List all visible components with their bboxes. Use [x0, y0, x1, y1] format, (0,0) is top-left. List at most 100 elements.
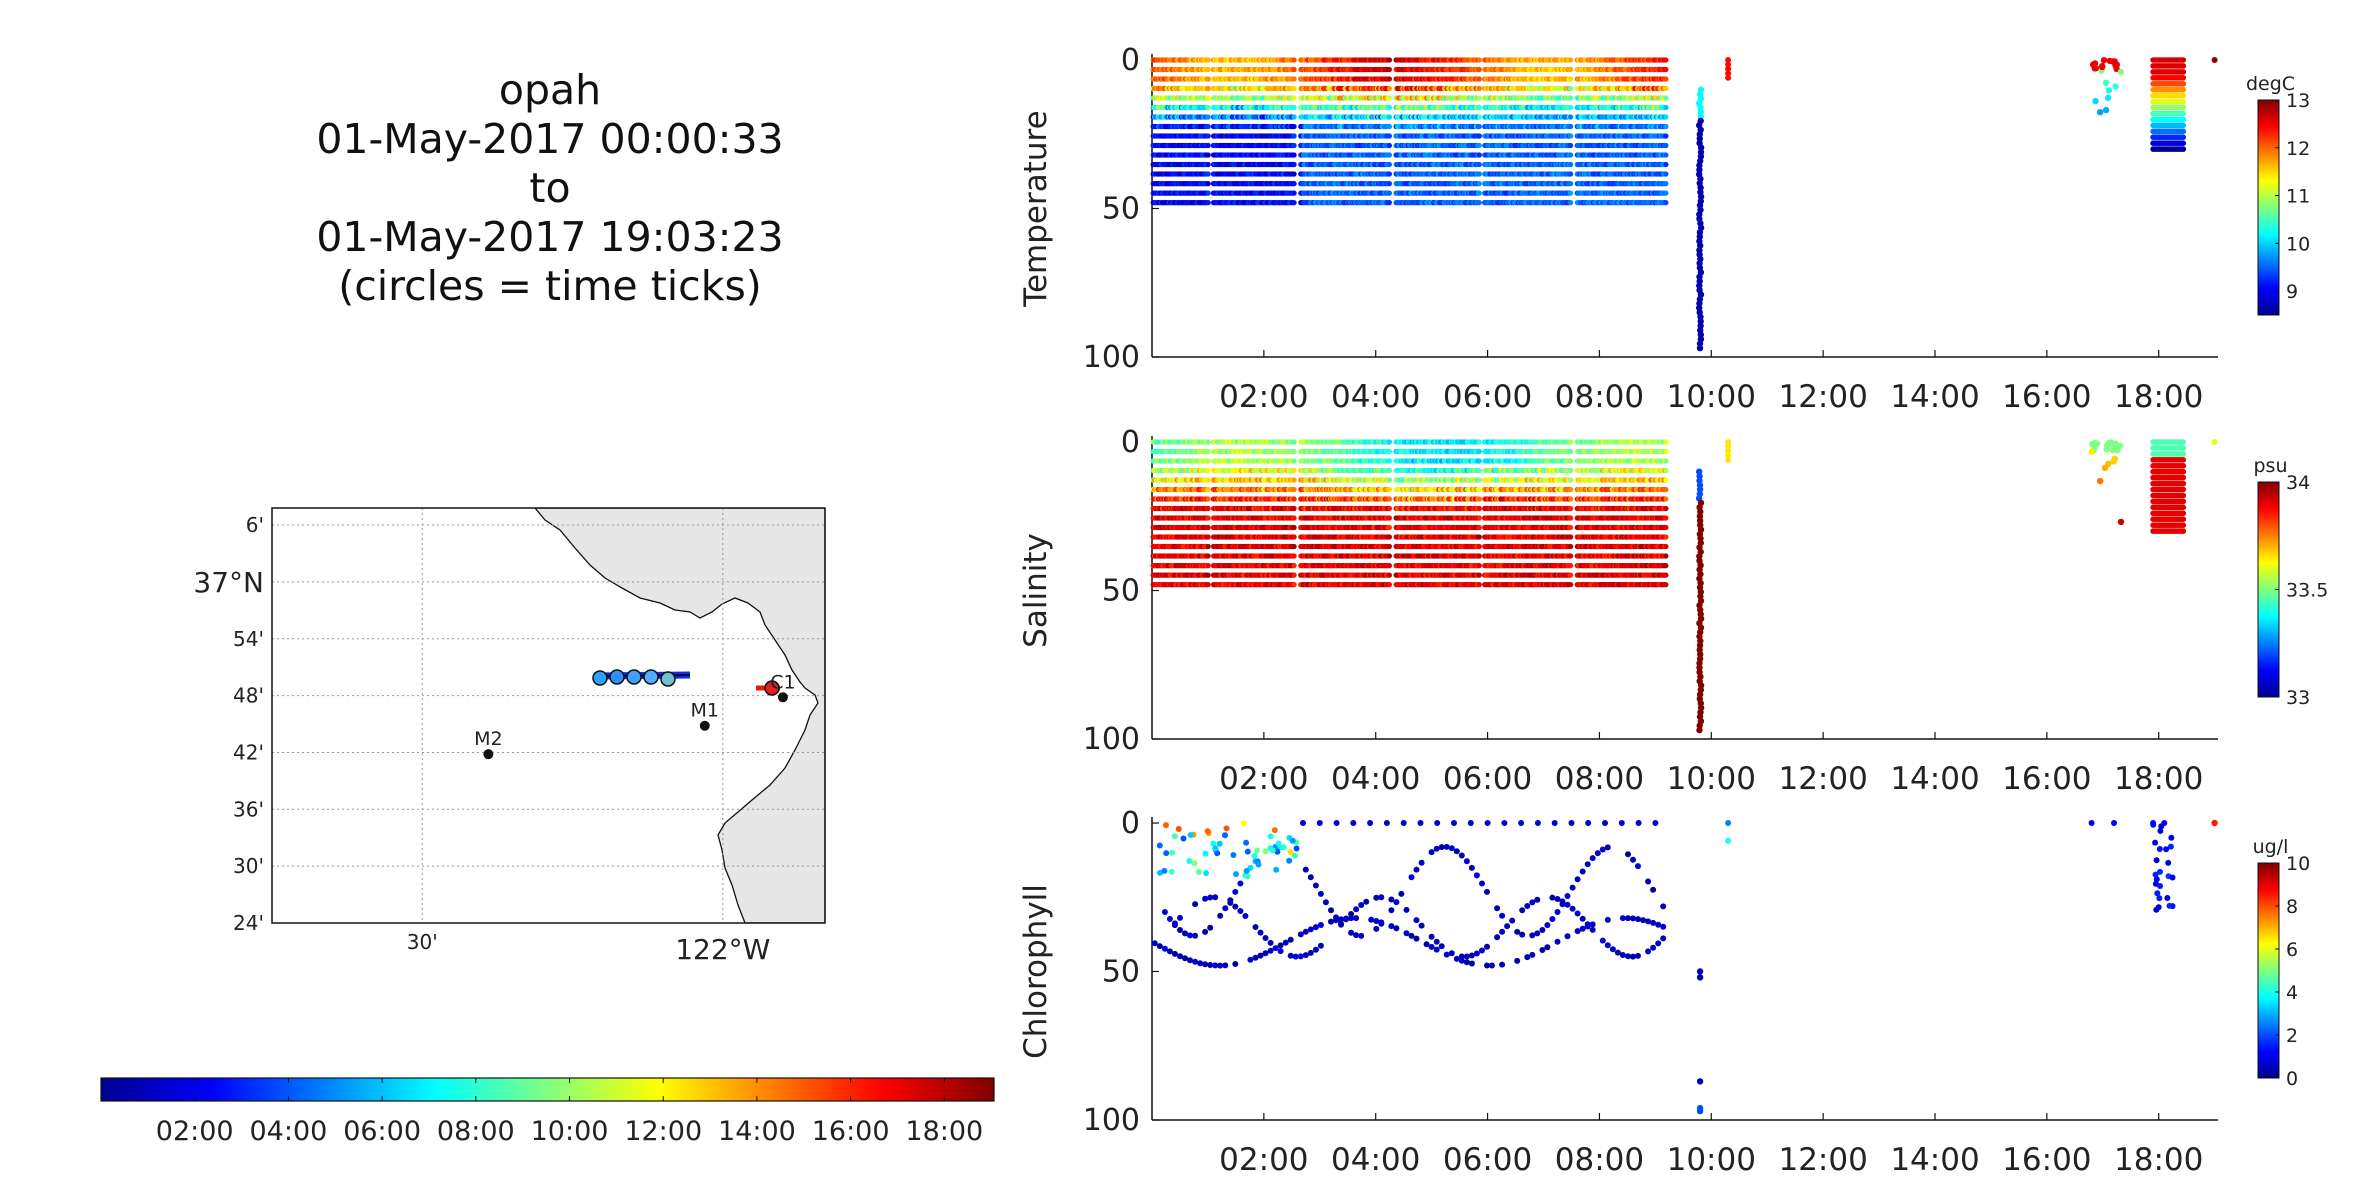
- time-colorbar-label: 10:00: [531, 1116, 609, 1147]
- data-points: [1150, 57, 2218, 352]
- station-label: C1: [770, 671, 795, 693]
- x-tick-label: 14:00: [1890, 379, 1979, 415]
- data-point: [1386, 123, 1392, 130]
- title-line-start: 01-May-2017 00:00:33: [316, 115, 784, 163]
- x-tick-label: 08:00: [1555, 379, 1644, 415]
- map-stations: M2 M1 C1: [474, 671, 796, 760]
- time-colorbar: 02:00 04:00 06:00 08:00 10:00 12:00 14:00 16:00…: [100, 1077, 995, 1147]
- data-point: [1568, 66, 1574, 73]
- colorbar-tick-label: 9: [2286, 281, 2298, 303]
- data-point: [1205, 133, 1211, 139]
- data-point: [1568, 171, 1574, 177]
- x-tick-label: 04:00: [1331, 379, 1420, 415]
- data-point: [1291, 200, 1297, 206]
- data-point: [1568, 152, 1574, 158]
- data-point: [1291, 161, 1297, 168]
- data-point: [1291, 76, 1297, 82]
- map-lat-label: 36': [233, 797, 264, 821]
- data-point: [1291, 152, 1297, 158]
- plot-title: opah 01-May-2017 00:00:33 to 01-May-2017…: [250, 66, 850, 311]
- data-point: [1291, 142, 1297, 149]
- data-point: [1386, 66, 1392, 73]
- data-point: [1568, 161, 1574, 168]
- data-point: [1291, 85, 1297, 92]
- data-point: [1568, 123, 1574, 130]
- data-point: [1386, 76, 1392, 82]
- station-label: M2: [474, 728, 502, 750]
- data-point: [1568, 142, 1574, 149]
- x-tick-label: 02:00: [1219, 379, 1308, 415]
- vehicle-track: [592, 669, 780, 696]
- data-point: [1205, 152, 1211, 158]
- station-label: M1: [691, 700, 719, 722]
- data-point: [1476, 76, 1482, 82]
- data-point: [1386, 104, 1392, 111]
- map-lon-label: 122°W: [675, 933, 770, 966]
- data-point: [1476, 123, 1482, 130]
- data-point: [1386, 200, 1392, 206]
- map-lon-labels: 30' 122°W: [407, 930, 771, 966]
- data-point: [1568, 133, 1574, 139]
- map-lat-label: 6': [246, 513, 264, 537]
- map-lat-label: 54': [233, 627, 264, 651]
- data-point: [1476, 66, 1482, 73]
- y-tick-label: 100: [1083, 340, 1140, 375]
- data-point: [1205, 171, 1211, 177]
- time-tick-circle: [592, 670, 608, 686]
- data-point: [1386, 95, 1392, 101]
- map-lat-labels: 6'37°N54'48'42'36'30'24': [193, 513, 264, 935]
- data-point: [1568, 181, 1574, 187]
- colorbar-tick-label: 13: [2286, 90, 2310, 112]
- y-axis-title: Temperature: [1018, 110, 1054, 307]
- time-colorbar-label: 08:00: [437, 1116, 515, 1147]
- data-point: [1205, 114, 1211, 120]
- x-tick-label: 12:00: [1778, 379, 1867, 415]
- data-point: [1476, 200, 1482, 206]
- data-point: [1205, 190, 1211, 196]
- data-point: [1476, 152, 1482, 158]
- data-point: [1568, 104, 1574, 111]
- time-tick-circle: [660, 671, 676, 687]
- time-tick-circle: [643, 669, 659, 685]
- station-marker: [483, 749, 494, 760]
- title-line-to: to: [529, 164, 571, 212]
- data-point: [1568, 57, 1574, 63]
- data-point: [1568, 95, 1574, 101]
- data-point: [1205, 200, 1211, 206]
- station-marker: [777, 692, 788, 703]
- time-colorbar-label: 14:00: [718, 1116, 796, 1147]
- data-point: [1476, 85, 1482, 92]
- data-point: [1205, 104, 1211, 111]
- data-point: [1291, 95, 1297, 101]
- data-point: [1386, 85, 1392, 92]
- data-point: [1205, 76, 1211, 82]
- map-lat-label: 30': [233, 854, 264, 878]
- data-point: [1291, 114, 1297, 120]
- data-point: [1568, 85, 1574, 92]
- time-colorbar-label: 16:00: [812, 1116, 890, 1147]
- x-tick-label: 18:00: [2114, 379, 2203, 415]
- track-line-core: [593, 674, 691, 677]
- data-point: [1386, 161, 1392, 168]
- data-point: [1291, 181, 1297, 187]
- data-point: [1291, 171, 1297, 177]
- data-point: [1386, 142, 1392, 149]
- time-colorbar-label: 06:00: [343, 1116, 421, 1147]
- data-point: [1386, 133, 1392, 139]
- data-point: [1476, 133, 1482, 139]
- data-point: [1568, 200, 1574, 206]
- time-colorbar-label: 02:00: [156, 1116, 234, 1147]
- data-point: [1476, 181, 1482, 187]
- data-point: [1568, 190, 1574, 196]
- time-tick-circle: [609, 669, 625, 685]
- y-tick-label: 50: [1102, 192, 1140, 227]
- time-colorbar-label: 12:00: [624, 1116, 702, 1147]
- colorbar-tick-label: 10: [2286, 233, 2310, 255]
- data-point: [1291, 133, 1297, 139]
- data-point: [1205, 181, 1211, 187]
- data-point: [1205, 142, 1211, 149]
- time-tick-circle: [764, 680, 780, 696]
- data-point: [1205, 85, 1211, 92]
